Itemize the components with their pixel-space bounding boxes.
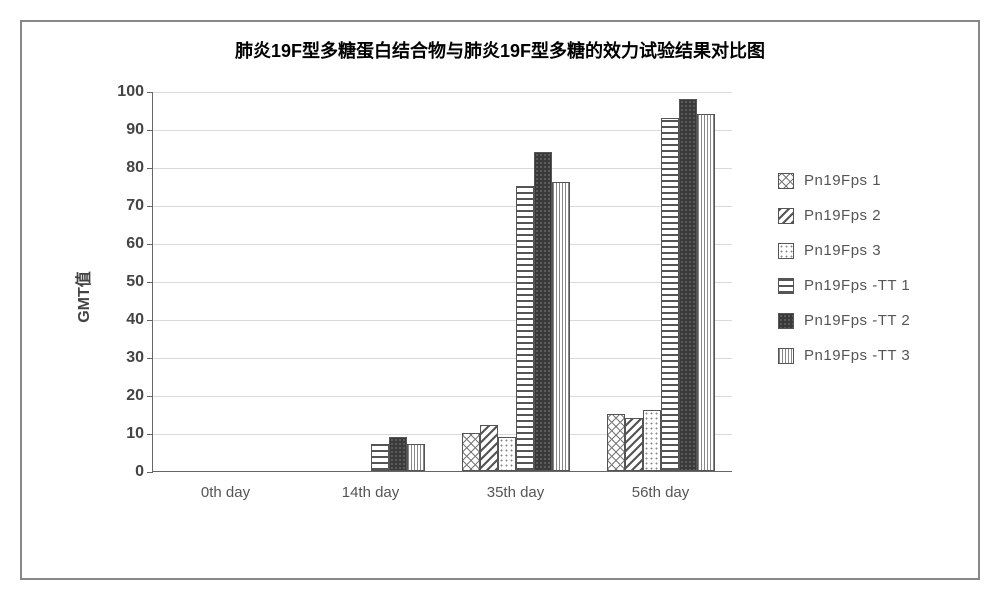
legend: Pn19Fps 1 Pn19Fps 2 Pn19Fps 3 Pn19Fps -TT 1… [778,172,958,382]
bar [371,444,389,471]
plot-area: 0th day14th day35th day56th day [152,92,732,472]
y-tick [147,396,153,397]
legend-label: Pn19Fps -TT 3 [804,347,910,364]
legend-item: Pn19Fps -TT 2 [778,312,958,329]
gridline [153,168,732,169]
bar [552,182,570,471]
x-tick-label: 56th day [632,484,690,501]
y-tick [147,434,153,435]
y-tick [147,282,153,283]
legend-swatch [778,173,794,189]
plot-wrap: GMT值 0th day14th day35th day56th day 010… [102,82,742,512]
bar [480,425,498,471]
gridline [153,358,732,359]
y-tick [147,130,153,131]
legend-item: Pn19Fps -TT 3 [778,347,958,364]
y-tick [147,92,153,93]
y-tick [147,320,153,321]
gridline [153,130,732,131]
bar [625,418,643,471]
x-tick-label: 14th day [342,484,400,501]
chart-title: 肺炎19F型多糖蛋白结合物与肺炎19F型多糖的效力试验结果对比图 [22,22,978,73]
y-tick [147,206,153,207]
legend-label: Pn19Fps 3 [804,242,881,259]
legend-swatch [778,208,794,224]
y-tick-label: 30 [102,349,144,367]
y-tick-label: 20 [102,387,144,405]
legend-swatch [778,243,794,259]
legend-swatch [778,313,794,329]
y-tick-label: 50 [102,273,144,291]
bar [643,410,661,471]
legend-label: Pn19Fps 2 [804,207,881,224]
y-tick-label: 0 [102,463,144,481]
y-tick [147,244,153,245]
bar [389,437,407,471]
legend-item: Pn19Fps 2 [778,207,958,224]
legend-label: Pn19Fps -TT 2 [804,312,910,329]
legend-item: Pn19Fps -TT 1 [778,277,958,294]
legend-item: Pn19Fps 3 [778,242,958,259]
legend-label: Pn19Fps 1 [804,172,881,189]
bar [462,433,480,471]
bar [534,152,552,471]
y-tick [147,168,153,169]
bar [679,99,697,471]
y-tick-label: 60 [102,235,144,253]
gridline [153,92,732,93]
gridline [153,396,732,397]
bar [498,437,516,471]
legend-swatch [778,278,794,294]
gridline [153,320,732,321]
x-tick-label: 0th day [201,484,250,501]
y-axis-label: GMT值 [70,271,94,323]
chart-container: 肺炎19F型多糖蛋白结合物与肺炎19F型多糖的效力试验结果对比图 GMT值 0t… [20,20,980,580]
y-tick-label: 10 [102,425,144,443]
y-tick [147,472,153,473]
y-tick [147,358,153,359]
x-tick-label: 35th day [487,484,545,501]
y-tick-label: 100 [102,83,144,101]
y-tick-label: 70 [102,197,144,215]
bar [407,444,425,471]
y-tick-label: 80 [102,159,144,177]
gridline [153,282,732,283]
y-tick-label: 90 [102,121,144,139]
gridline [153,244,732,245]
bar [661,118,679,471]
bar [516,186,534,471]
bar [697,114,715,471]
gridline [153,206,732,207]
legend-swatch [778,348,794,364]
legend-item: Pn19Fps 1 [778,172,958,189]
y-tick-label: 40 [102,311,144,329]
legend-label: Pn19Fps -TT 1 [804,277,910,294]
bar [607,414,625,471]
